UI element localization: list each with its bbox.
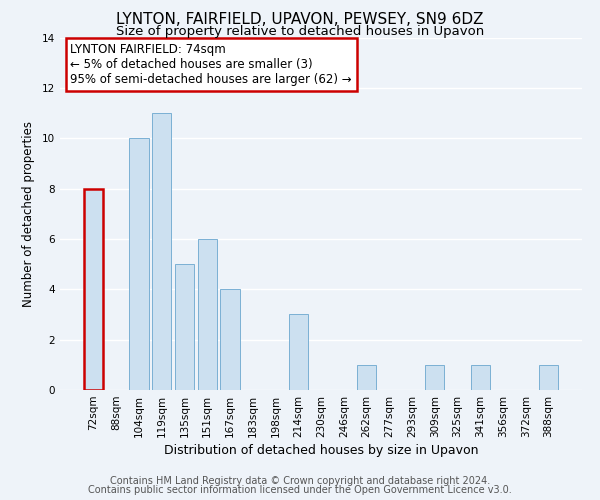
Bar [470,365,490,390]
Text: Size of property relative to detached houses in Upavon: Size of property relative to detached ho… [116,25,484,38]
X-axis label: Distribution of detached houses by size in Upavon: Distribution of detached houses by size … [164,444,478,457]
Bar [84,188,103,390]
Bar [539,365,558,390]
Text: LYNTON FAIRFIELD: 74sqm
← 5% of detached houses are smaller (3)
95% of semi-deta: LYNTON FAIRFIELD: 74sqm ← 5% of detached… [70,43,352,86]
Text: Contains public sector information licensed under the Open Government Licence v3: Contains public sector information licen… [88,485,512,495]
Bar [152,113,172,390]
Bar [425,365,445,390]
Bar [289,314,308,390]
Text: LYNTON, FAIRFIELD, UPAVON, PEWSEY, SN9 6DZ: LYNTON, FAIRFIELD, UPAVON, PEWSEY, SN9 6… [116,12,484,28]
Bar [357,365,376,390]
Bar [129,138,149,390]
Bar [197,239,217,390]
Bar [220,290,239,390]
Y-axis label: Number of detached properties: Number of detached properties [22,120,35,306]
Bar [175,264,194,390]
Text: Contains HM Land Registry data © Crown copyright and database right 2024.: Contains HM Land Registry data © Crown c… [110,476,490,486]
